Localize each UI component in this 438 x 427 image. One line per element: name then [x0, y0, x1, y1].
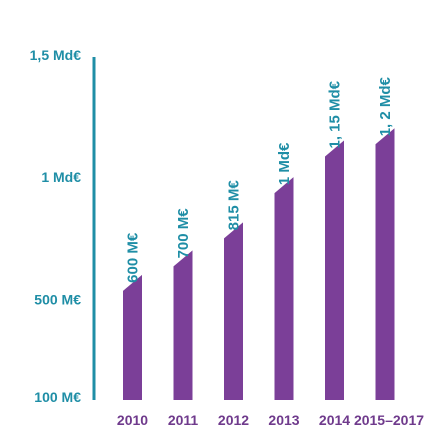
bar — [123, 274, 142, 400]
y-tick-label: 500 M€ — [34, 291, 81, 307]
x-axis-ticks: 2010 2011 2012 2013 2014 2015–2017 — [117, 412, 424, 427]
data-labels: 600 M€ 700 M€ 815 M€ 1 Md€ 1, 15 Md€ 1, 2 Md€ — [125, 76, 395, 282]
bar — [325, 140, 344, 400]
x-tick-label: 2015–2017 — [354, 412, 424, 427]
y-tick-label: 1 Md€ — [41, 169, 81, 185]
bar — [274, 177, 294, 400]
x-tick-label: 2014 — [319, 412, 350, 427]
x-tick-label: 2011 — [168, 412, 199, 427]
x-tick-label: 2012 — [218, 412, 249, 427]
bar — [224, 222, 243, 400]
x-tick-label: 2013 — [268, 412, 299, 427]
data-label: 700 M€ — [175, 208, 192, 259]
data-label: 1, 15 Md€ — [327, 80, 344, 148]
data-label: 815 M€ — [226, 180, 243, 231]
data-label: 600 M€ — [125, 232, 142, 283]
y-axis-ticks: 100 M€ 500 M€ 1 Md€ 1,5 Md€ — [30, 47, 82, 405]
y-tick-label: 100 M€ — [34, 389, 81, 405]
data-label: 1, 2 Md€ — [377, 76, 394, 136]
bar — [375, 128, 395, 401]
y-tick-label: 1,5 Md€ — [30, 47, 82, 63]
data-label: 1 Md€ — [276, 142, 293, 185]
bars — [123, 128, 395, 401]
x-tick-label: 2010 — [117, 412, 148, 427]
bar — [173, 250, 193, 400]
